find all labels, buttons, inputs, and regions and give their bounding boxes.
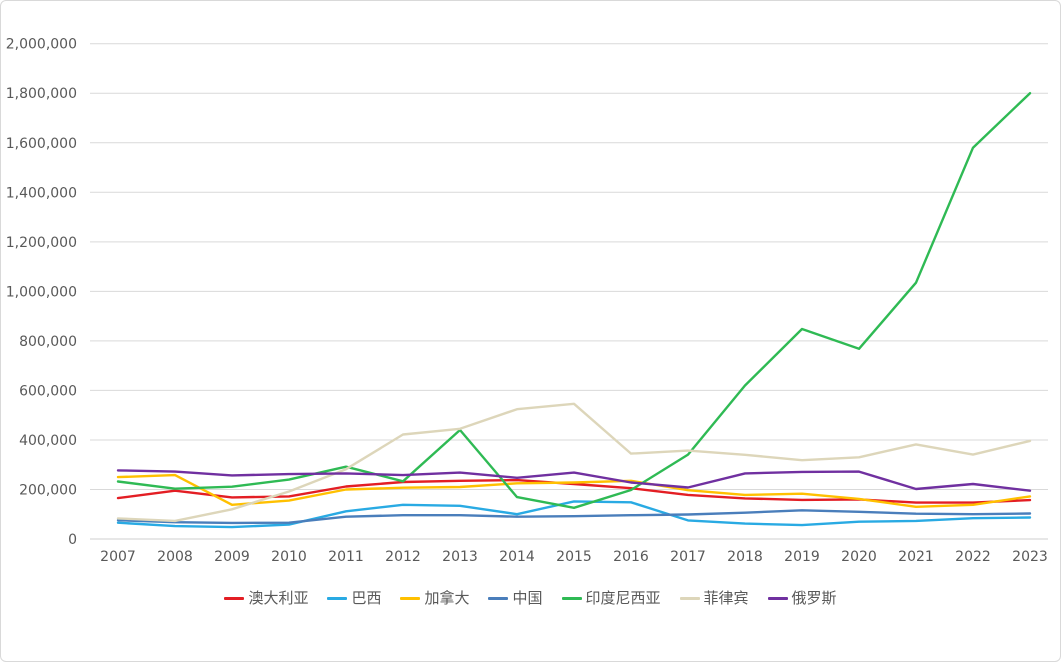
legend-item: 澳大利亚 bbox=[224, 591, 308, 606]
x-axis-tick-label: 2017 bbox=[670, 549, 706, 565]
y-axis-tick-label: 1,000,000 bbox=[6, 284, 77, 300]
x-axis-tick-label: 2013 bbox=[442, 549, 478, 565]
x-axis-tick-label: 2018 bbox=[727, 549, 763, 565]
y-axis-tick-label: 1,600,000 bbox=[6, 136, 77, 152]
x-axis-tick-label: 2012 bbox=[385, 549, 421, 565]
legend-swatch bbox=[224, 597, 245, 600]
legend-label: 加拿大 bbox=[424, 589, 470, 607]
legend-label: 中国 bbox=[512, 589, 543, 607]
y-axis-tick-label: 1,200,000 bbox=[6, 235, 77, 251]
legend-swatch bbox=[679, 597, 700, 600]
x-axis-tick-label: 2014 bbox=[499, 549, 535, 565]
x-axis-tick-label: 2010 bbox=[271, 549, 307, 565]
legend-item: 印度尼西亚 bbox=[561, 589, 661, 607]
y-axis-tick-label: 1,800,000 bbox=[6, 86, 77, 102]
legend-label: 澳大利亚 bbox=[248, 589, 309, 607]
x-axis-tick-label: 2009 bbox=[214, 549, 250, 565]
legend-swatch bbox=[488, 597, 509, 600]
x-axis-tick-label: 2008 bbox=[157, 549, 193, 565]
series-line bbox=[116, 402, 1032, 523]
legend-swatch bbox=[400, 597, 421, 600]
legend-label: 菲律宾 bbox=[703, 589, 749, 607]
legend-item: 菲律宾 bbox=[679, 589, 749, 607]
x-axis-tick-label: 2011 bbox=[328, 549, 364, 565]
x-axis-tick-label: 2007 bbox=[100, 549, 136, 565]
x-axis-tick-label: 2022 bbox=[955, 549, 991, 565]
x-axis-tick-label: 2020 bbox=[841, 549, 877, 565]
legend-label: 俄罗斯 bbox=[791, 589, 837, 607]
legend-label: 巴西 bbox=[351, 589, 382, 607]
legend-item: 加拿大 bbox=[400, 591, 469, 606]
y-axis-tick-label: 2,000,000 bbox=[6, 37, 77, 53]
legend-swatch bbox=[767, 597, 788, 600]
legend-swatch bbox=[327, 597, 348, 600]
x-axis-tick-label: 2019 bbox=[784, 549, 820, 565]
y-axis-tick-label: 800,000 bbox=[19, 334, 77, 350]
legend-swatch bbox=[561, 597, 582, 600]
series-line bbox=[116, 500, 1032, 529]
chart-legend: 澳大利亚 巴西 加拿大 中国 印度尼西亚 菲律宾 俄罗斯 bbox=[1, 591, 1060, 606]
y-axis-tick-label: 0 bbox=[68, 532, 77, 548]
series-line bbox=[116, 509, 1032, 525]
series-line bbox=[116, 91, 1032, 509]
x-axis-tick-label: 2016 bbox=[613, 549, 649, 565]
series-line bbox=[116, 473, 1032, 508]
y-axis-tick-label: 1,400,000 bbox=[6, 185, 77, 201]
y-axis-tick-label: 200,000 bbox=[19, 482, 77, 498]
legend-item: 中国 bbox=[488, 589, 543, 607]
legend-item: 俄罗斯 bbox=[767, 589, 837, 607]
x-axis-tick-label: 2023 bbox=[1012, 549, 1048, 565]
legend-label: 印度尼西亚 bbox=[585, 589, 661, 607]
y-axis-tick-label: 600,000 bbox=[19, 383, 77, 399]
x-axis-tick-label: 2015 bbox=[556, 549, 592, 565]
series-line bbox=[116, 469, 1032, 492]
x-axis-tick-label: 2021 bbox=[898, 549, 934, 565]
y-axis-tick-label: 400,000 bbox=[19, 433, 77, 449]
legend-item: 巴西 bbox=[327, 591, 381, 606]
